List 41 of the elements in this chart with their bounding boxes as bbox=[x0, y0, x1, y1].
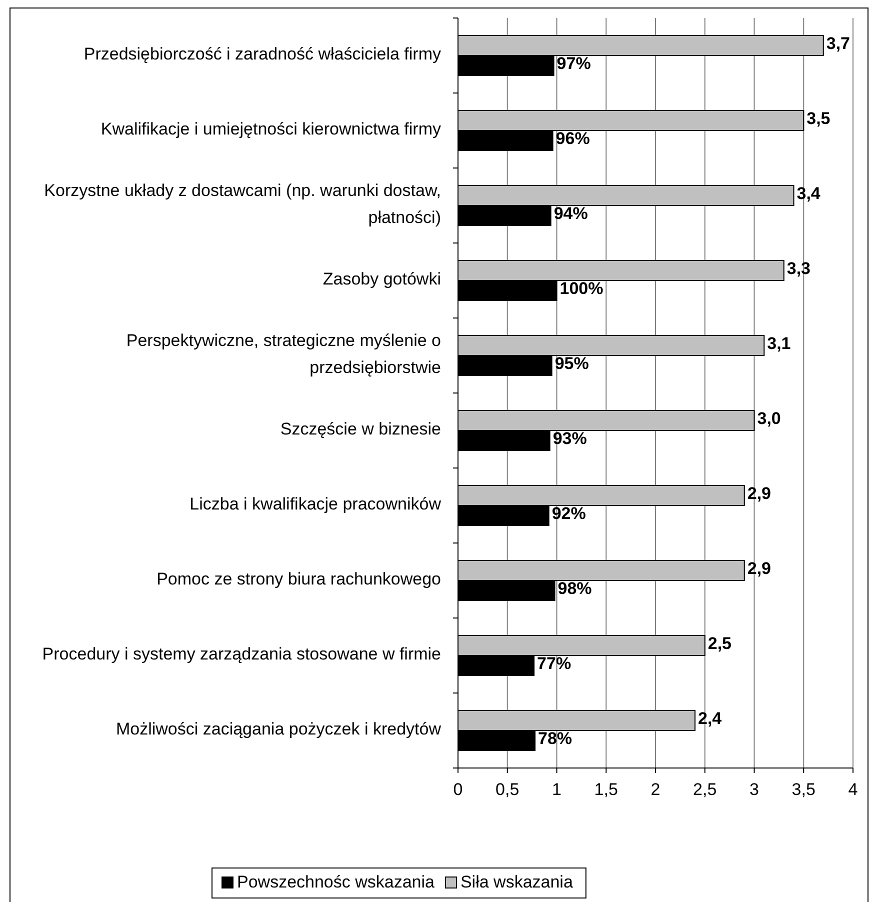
x-tick-label: 2 bbox=[650, 780, 660, 799]
data-label: 3,3 bbox=[786, 258, 811, 278]
y-tick-label: Przedsiębiorczość i zaradność właściciela firmy bbox=[84, 44, 442, 64]
x-tick-label: 0,5 bbox=[496, 780, 520, 799]
data-label: 3,7 bbox=[826, 34, 850, 53]
x-tick-label: 2,5 bbox=[693, 780, 717, 799]
data-label: 78% bbox=[538, 728, 572, 748]
data-label: 3,0 bbox=[757, 408, 781, 428]
data-label: 94% bbox=[554, 204, 588, 223]
data-label: 2,5 bbox=[708, 634, 732, 653]
x-tick-label: 1,5 bbox=[594, 780, 618, 799]
data-label: 97% bbox=[556, 54, 591, 73]
y-tick-label: Korzystne układy z dostawcami (np. warunki dostaw, płatności) bbox=[44, 181, 441, 228]
data-label: 77% bbox=[537, 654, 572, 673]
data-label: 2,4 bbox=[698, 708, 722, 728]
data-label: 95% bbox=[554, 354, 589, 373]
y-tick-label: Zasoby gotówki bbox=[322, 270, 441, 289]
y-tick-label: Pomoc ze strony biura rachunkowego bbox=[156, 570, 441, 589]
data-label: 3,5 bbox=[806, 108, 830, 128]
data-label: 96% bbox=[556, 128, 590, 148]
x-tick-label: 1 bbox=[552, 780, 562, 799]
data-label: 2,9 bbox=[747, 558, 772, 578]
y-tick-label: Liczba i kwalifikacje pracowników bbox=[190, 494, 442, 514]
x-tick-label: 3,5 bbox=[792, 780, 816, 799]
data-label: 3,1 bbox=[767, 334, 791, 353]
y-tick-label: Możliwości zaciągania pożyczek i kredytów bbox=[116, 720, 442, 739]
y-tick-label: Szczęście w biznesie bbox=[280, 420, 441, 439]
data-label: 98% bbox=[558, 578, 592, 598]
y-tick-label: Procedury i systemy zarządzania stosowane w firmie bbox=[42, 644, 441, 664]
y-tick-label: Perspektywiczne, strategiczne myślenie o przedsiębiorstwie bbox=[126, 331, 441, 378]
x-tick-label: 0 bbox=[453, 780, 463, 799]
data-label: 2,9 bbox=[747, 484, 772, 503]
data-label: 92% bbox=[552, 504, 586, 523]
data-label: 93% bbox=[552, 428, 587, 448]
y-tick-label: Kwalifikacje i umiejętności kierownictwa firmy bbox=[100, 120, 442, 139]
x-tick-label: 3 bbox=[750, 780, 759, 799]
x-tick-label: 4 bbox=[848, 780, 858, 799]
legend-label: Siła wskazania bbox=[460, 872, 574, 892]
data-label: 3,4 bbox=[796, 184, 821, 203]
data-label: 100% bbox=[560, 278, 604, 298]
legend-label: Powszechnośc wskazania bbox=[237, 872, 436, 892]
